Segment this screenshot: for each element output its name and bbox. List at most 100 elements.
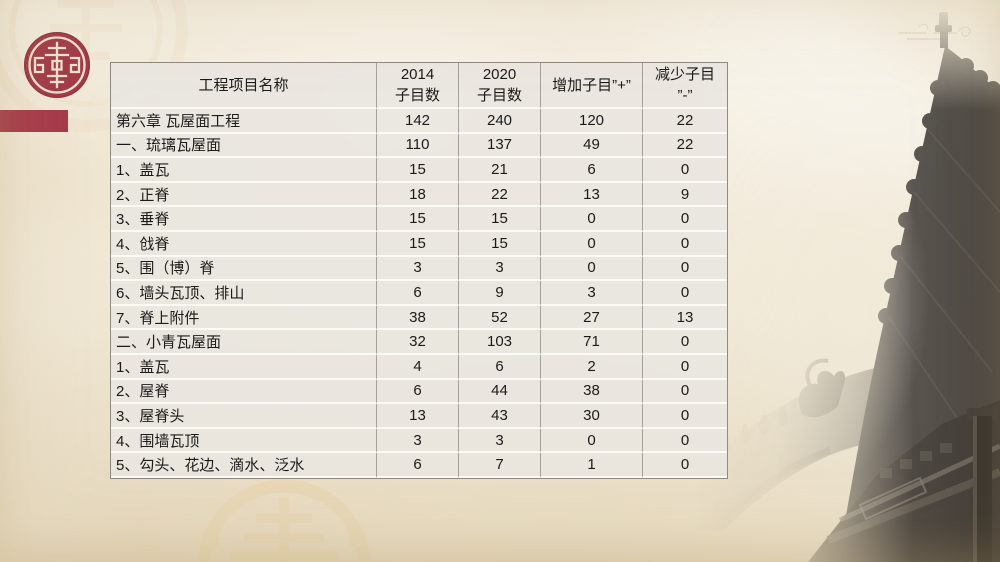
header-removed-items: 减少子目 ”-” [643, 63, 727, 109]
table-row: 5、勾头、花边、滴水、泛水 6 7 1 0 [111, 453, 727, 478]
table-row: 3、垂脊 15 15 0 0 [111, 207, 727, 232]
cell-value: 0 [643, 428, 727, 454]
header-2020-count: 2020 子目数 [459, 63, 541, 109]
cell-value: 22 [459, 182, 541, 208]
cell-value: 6 [459, 354, 541, 380]
cell-value: 0 [643, 453, 727, 478]
cell-project-name: 1、盖瓦 [111, 354, 377, 380]
cell-value: 6 [541, 158, 643, 183]
cell-value: 15 [459, 207, 541, 232]
accent-bar [0, 110, 68, 132]
cell-value: 3 [377, 428, 459, 454]
cell-value: 9 [459, 281, 541, 306]
cell-value: 15 [377, 207, 459, 232]
table-row: 2、正脊 18 22 13 9 [111, 182, 727, 208]
table-row: 1、盖瓦 4 6 2 0 [111, 354, 727, 380]
cell-value: 30 [541, 404, 643, 429]
cell-value: 21 [459, 158, 541, 183]
table-header: 工程项目名称 2014 子目数 2020 子目数 增加子目”+” 减少子目 ”-… [111, 63, 727, 109]
cell-value: 0 [541, 231, 643, 257]
cell-value: 44 [459, 379, 541, 405]
cell-project-name: 二、小青瓦屋面 [111, 330, 377, 355]
table-row: 第六章 瓦屋面工程 142 240 120 22 [111, 109, 727, 134]
cell-project-name: 4、戗脊 [111, 231, 377, 257]
cell-value: 0 [541, 428, 643, 454]
cell-value: 6 [377, 379, 459, 405]
cell-value: 110 [377, 133, 459, 159]
cell-project-name: 6、墙头瓦顶、排山 [111, 281, 377, 306]
cell-value: 15 [459, 231, 541, 257]
longevity-seal-icon [23, 31, 91, 99]
table-row: 2、屋脊 6 44 38 0 [111, 379, 727, 405]
cell-value: 4 [377, 354, 459, 380]
cell-value: 15 [377, 231, 459, 257]
table-row: 3、屋脊头 13 43 30 0 [111, 404, 727, 429]
cell-value: 38 [541, 379, 643, 405]
cell-value: 0 [643, 207, 727, 232]
cell-value: 0 [643, 256, 727, 282]
table-row: 4、戗脊 15 15 0 0 [111, 231, 727, 257]
cell-value: 6 [377, 453, 459, 478]
cell-value: 0 [643, 281, 727, 306]
table-row: 1、盖瓦 15 21 6 0 [111, 158, 727, 183]
cell-project-name: 7、脊上附件 [111, 305, 377, 331]
cell-project-name: 1、盖瓦 [111, 158, 377, 183]
cell-value: 13 [643, 305, 727, 331]
cell-project-name: 3、垂脊 [111, 207, 377, 232]
cell-project-name: 4、围墙瓦顶 [111, 428, 377, 454]
cell-value: 3 [377, 256, 459, 282]
cell-value: 32 [377, 330, 459, 355]
cell-value: 0 [643, 158, 727, 183]
cell-value: 7 [459, 453, 541, 478]
header-2014-count: 2014 子目数 [377, 63, 459, 109]
seal-watermark-icon [197, 479, 371, 562]
cell-value: 0 [643, 231, 727, 257]
cell-value: 9 [643, 182, 727, 208]
table-body: 第六章 瓦屋面工程 142 240 120 22 一、琉璃瓦屋面 110 137 49 22 1、盖… [111, 109, 727, 478]
cell-value: 137 [459, 133, 541, 159]
cell-value: 71 [541, 330, 643, 355]
cell-value: 6 [377, 281, 459, 306]
cell-value: 0 [541, 207, 643, 232]
cell-value: 52 [459, 305, 541, 331]
cell-project-name: 3、屋脊头 [111, 404, 377, 429]
cell-project-name: 2、正脊 [111, 182, 377, 208]
header-row: 工程项目名称 2014 子目数 2020 子目数 增加子目”+” 减少子目 ”-… [111, 63, 727, 109]
cell-value: 3 [541, 281, 643, 306]
cell-value: 22 [643, 133, 727, 159]
cell-value: 142 [377, 109, 459, 134]
cell-value: 3 [459, 256, 541, 282]
cell-value: 2 [541, 354, 643, 380]
cell-project-name: 5、勾头、花边、滴水、泛水 [111, 453, 377, 478]
cell-value: 0 [643, 404, 727, 429]
cell-value: 18 [377, 182, 459, 208]
cell-value: 13 [541, 182, 643, 208]
header-added-items: 增加子目”+” [541, 63, 643, 109]
cell-project-name: 第六章 瓦屋面工程 [111, 109, 377, 134]
cell-value: 3 [459, 428, 541, 454]
cell-value: 15 [377, 158, 459, 183]
cell-value: 0 [643, 379, 727, 405]
cell-value: 120 [541, 109, 643, 134]
cell-project-name: 5、围（博）脊 [111, 256, 377, 282]
cell-value: 13 [377, 404, 459, 429]
comparison-table: 工程项目名称 2014 子目数 2020 子目数 增加子目”+” 减少子目 ”-… [110, 62, 728, 479]
table-row: 4、围墙瓦顶 3 3 0 0 [111, 428, 727, 454]
table-row: 二、小青瓦屋面 32 103 71 0 [111, 330, 727, 355]
table-row: 7、脊上附件 38 52 27 13 [111, 305, 727, 331]
cell-value: 103 [459, 330, 541, 355]
cell-value: 1 [541, 453, 643, 478]
table-row: 5、围（博）脊 3 3 0 0 [111, 256, 727, 282]
seal-watermark-icon [0, 0, 188, 132]
cell-value: 49 [541, 133, 643, 159]
cell-value: 0 [643, 330, 727, 355]
temple-roof-eaves-photo [690, 0, 1000, 562]
table-row: 6、墙头瓦顶、排山 6 9 3 0 [111, 281, 727, 306]
cell-value: 22 [643, 109, 727, 134]
cell-value: 43 [459, 404, 541, 429]
cell-value: 240 [459, 109, 541, 134]
header-project-name: 工程项目名称 [111, 63, 377, 109]
cell-value: 38 [377, 305, 459, 331]
table-row: 一、琉璃瓦屋面 110 137 49 22 [111, 133, 727, 159]
